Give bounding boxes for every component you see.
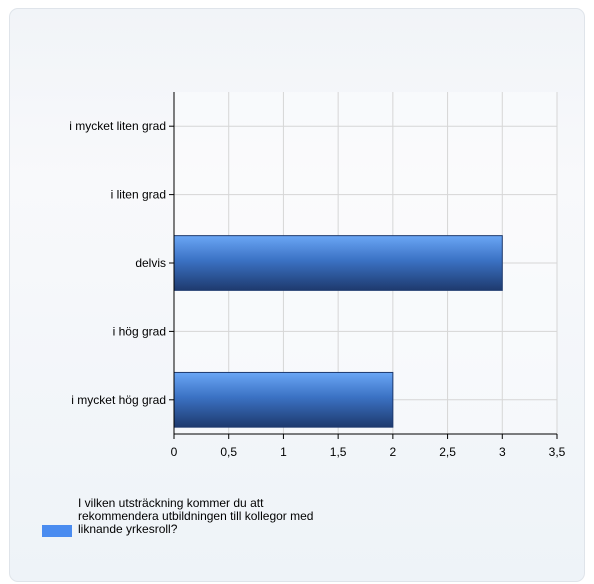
chart-panel <box>9 8 585 582</box>
bar <box>173 371 394 428</box>
x-tick-label: 1 <box>280 445 287 459</box>
x-tick-label: 3,5 <box>549 445 566 459</box>
x-tick-label: 2 <box>390 445 397 459</box>
category-label: i hög grad <box>113 324 166 338</box>
category-label: delvis <box>135 256 166 270</box>
x-tick-label: 2,5 <box>439 445 456 459</box>
legend: I vilken utsträckning kommer du att reko… <box>42 497 582 577</box>
x-tick-label: 1,5 <box>330 445 347 459</box>
legend-label: I vilken utsträckning kommer du att reko… <box>78 496 314 536</box>
axes <box>169 92 558 439</box>
category-label: i liten grad <box>111 188 166 202</box>
bar <box>173 235 503 291</box>
x-tick-label: 0 <box>171 445 178 459</box>
category-label: i mycket liten grad <box>69 119 166 133</box>
bars <box>173 235 503 428</box>
x-tick-label: 0,5 <box>220 445 237 459</box>
category-label: i mycket hög grad <box>71 393 166 407</box>
axis-labels: 0 0,5 1 1,5 2 2,5 3 3,5 i mycket liten grad i lit… <box>69 119 565 459</box>
x-tick-label: 3 <box>499 445 506 459</box>
legend-swatch <box>42 525 72 537</box>
